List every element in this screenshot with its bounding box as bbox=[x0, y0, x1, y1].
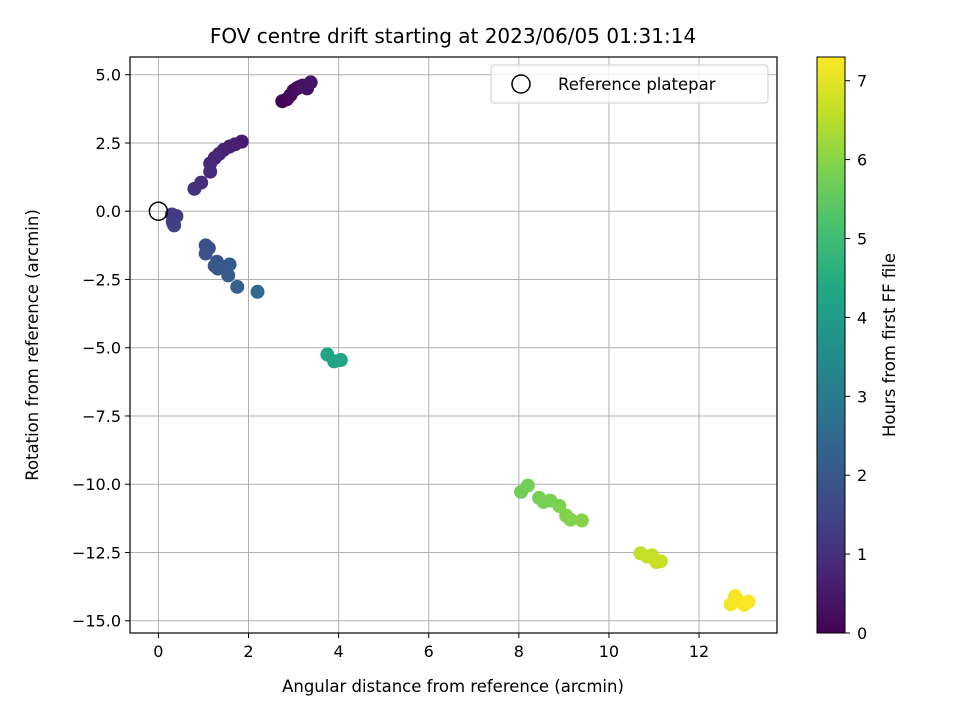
data-point bbox=[521, 479, 535, 493]
data-point bbox=[167, 218, 181, 232]
x-tick-label: 0 bbox=[153, 642, 163, 661]
chart: FOV centre drift starting at 2023/06/05 … bbox=[0, 0, 960, 720]
colorbar-gradient bbox=[817, 57, 845, 633]
data-point bbox=[251, 285, 265, 299]
legend-entry: Reference platepar bbox=[558, 75, 716, 94]
y-tick-label: 0.0 bbox=[96, 202, 121, 221]
colorbar-tick-label: 7 bbox=[857, 72, 867, 91]
colorbar-tick-label: 4 bbox=[857, 308, 867, 327]
y-tick-label: −10.0 bbox=[72, 475, 121, 494]
colorbar-tick-label: 2 bbox=[857, 466, 867, 485]
y-ticks: 5.0 2.5 0.0 −2.5 −5.0 −7.5 −10.0 −12.5 −15.0 bbox=[72, 66, 130, 631]
data-point bbox=[742, 595, 756, 609]
data-point bbox=[230, 280, 244, 294]
colorbar-tick-label: 5 bbox=[857, 229, 867, 248]
data-point bbox=[575, 514, 589, 528]
data-point bbox=[334, 353, 348, 367]
colorbar-tick-label: 6 bbox=[857, 151, 867, 170]
y-axis-label: Rotation from reference (arcmin) bbox=[23, 209, 42, 481]
y-tick-label: 5.0 bbox=[96, 66, 121, 85]
colorbar-tick-label: 1 bbox=[857, 545, 867, 564]
data-point bbox=[203, 165, 217, 179]
y-tick-label: −12.5 bbox=[72, 543, 121, 562]
x-tick-label: 8 bbox=[514, 642, 524, 661]
y-tick-label: −7.5 bbox=[82, 407, 121, 426]
x-tick-label: 12 bbox=[689, 642, 709, 661]
x-ticks: 0 2 4 6 8 10 12 bbox=[153, 633, 709, 661]
chart-title: FOV centre drift starting at 2023/06/05 … bbox=[210, 24, 696, 48]
data-point bbox=[221, 268, 235, 282]
x-tick-label: 10 bbox=[599, 642, 619, 661]
y-tick-label: 2.5 bbox=[96, 134, 121, 153]
colorbar-ticks: 0 1 2 3 4 5 6 7 bbox=[845, 72, 867, 643]
x-tick-label: 4 bbox=[334, 642, 344, 661]
data-point bbox=[654, 554, 668, 568]
data-points bbox=[165, 75, 756, 611]
data-point bbox=[199, 247, 213, 261]
x-axis-label: Angular distance from reference (arcmin) bbox=[282, 677, 624, 696]
y-tick-label: −15.0 bbox=[72, 612, 121, 631]
colorbar-tick-label: 3 bbox=[857, 387, 867, 406]
y-tick-label: −5.0 bbox=[82, 339, 121, 358]
colorbar-tick-label: 0 bbox=[857, 624, 867, 643]
legend: Reference platepar bbox=[491, 65, 768, 103]
x-tick-label: 6 bbox=[424, 642, 434, 661]
colorbar-label: Hours from first FF file bbox=[880, 253, 899, 437]
colorbar: 0 1 2 3 4 5 6 7 Hours from first FF file bbox=[817, 57, 899, 643]
data-point bbox=[304, 75, 318, 89]
x-tick-label: 2 bbox=[243, 642, 253, 661]
y-tick-label: −2.5 bbox=[82, 270, 121, 289]
data-point bbox=[187, 182, 201, 196]
